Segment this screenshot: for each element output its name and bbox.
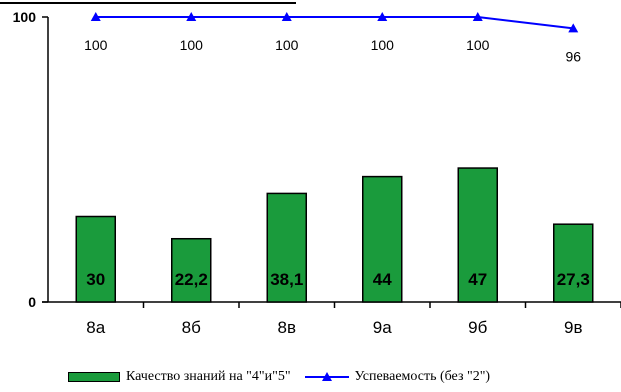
y-tick-label: 100 [13, 9, 37, 25]
line-path [95, 16, 574, 30]
line-data-label: 100 [371, 37, 395, 53]
line-data-label: 100 [275, 37, 299, 53]
y-tick-label: 0 [28, 294, 36, 310]
line-marker [377, 12, 388, 21]
bar [266, 192, 307, 303]
bar [171, 237, 212, 303]
x-tick-label: 8а [86, 318, 105, 337]
x-tick-label: 9в [564, 318, 583, 337]
line-marker [186, 12, 197, 21]
line-data-label: 100 [84, 37, 108, 53]
legend: Качество знаний на "4"и"5" Успеваемость … [68, 369, 490, 385]
bar [362, 175, 403, 303]
legend-swatch-bar [68, 372, 120, 382]
line-marker [90, 12, 101, 21]
bar-series [75, 167, 594, 303]
bar-data-label: 27,3 [557, 270, 590, 289]
bar [75, 215, 116, 303]
bar-data-label: 44 [373, 270, 392, 289]
line-marker [568, 23, 579, 33]
bar [553, 223, 594, 303]
data-labels: 30 22,2 38,1 44 47 27,3 100 100 100 100 100 96 [84, 37, 590, 289]
x-tick-label: 8б [182, 318, 201, 337]
line-data-label: 100 [180, 37, 204, 53]
bar [457, 167, 498, 303]
legend-swatch-line [304, 372, 349, 381]
bar-data-label: 30 [86, 270, 105, 289]
bar-data-label: 38,1 [270, 270, 303, 289]
line-marker [472, 12, 483, 21]
bar-data-label: 22,2 [175, 270, 208, 289]
legend-label-progress: Успеваемость (без "2") [354, 369, 491, 384]
legend-item-progress: Успеваемость (без "2") [304, 369, 491, 385]
x-tick-label: 9а [373, 318, 392, 337]
line-marker [281, 12, 292, 21]
line-series [90, 12, 579, 33]
chart-axes: 0 100 8а 8б 8в 9а 9б 9в [0, 2, 621, 337]
legend-item-quality: Качество знаний на "4"и"5" [68, 369, 291, 385]
line-data-label: 100 [466, 37, 490, 53]
x-tick-label: 8в [278, 318, 297, 337]
line-data-label: 96 [565, 48, 581, 64]
legend-label-quality: Качество знаний на "4"и"5" [126, 369, 291, 384]
x-tick-label: 9б [468, 318, 487, 337]
bar-data-label: 47 [468, 270, 487, 289]
